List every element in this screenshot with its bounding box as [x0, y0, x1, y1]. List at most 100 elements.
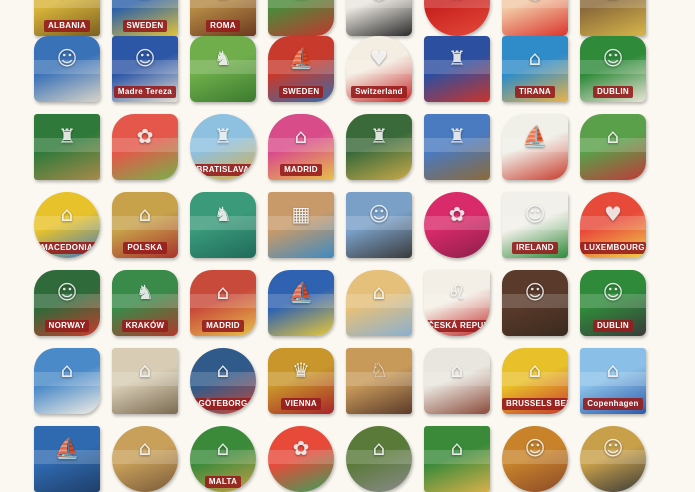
magnet-body: ♥ LUXEMBOURG [580, 192, 646, 258]
magnet-body: ⌂ MALTA [190, 426, 256, 492]
magnet-decoration [424, 0, 490, 9]
building-icon: ⌂ [138, 357, 152, 382]
magnet-body: ⌂ BRUSSELS BELGIUM [502, 348, 568, 414]
magnet-decoration [502, 137, 568, 153]
souvenir-magnet: ☺ [34, 36, 100, 102]
magnet-decoration [190, 0, 256, 9]
souvenir-magnet: ⌂ GÖTEBORG [190, 348, 256, 414]
dragon-icon: ♞ [214, 201, 232, 226]
souvenir-magnet: ♜ [268, 0, 334, 36]
magnet-label: MALTA [204, 476, 242, 488]
building-icon: ⌂ [138, 435, 152, 460]
magnet-decoration [502, 59, 568, 75]
ship-icon: ⛵ [522, 123, 548, 148]
figure-icon: ☺ [56, 279, 78, 304]
magnet-body: ♜ [424, 36, 490, 102]
souvenir-magnet: ✿ [268, 426, 334, 492]
magnet-decoration [190, 215, 256, 231]
souvenir-magnet: ⌂ MALTA [190, 426, 256, 492]
souvenir-magnet: ✿ [112, 114, 178, 180]
magnet-body: ☺ [502, 426, 568, 492]
heart-icon: ♥ [604, 201, 622, 226]
souvenir-magnet: ♞ [190, 192, 256, 258]
magnet-body: ☺ [580, 426, 646, 492]
magnet-body: ✿ [424, 0, 490, 36]
souvenir-magnet: ☺ [346, 192, 412, 258]
building-icon: ⌂ [528, 357, 542, 382]
souvenir-magnet: ♜ [346, 114, 412, 180]
magnet-decoration [268, 371, 334, 387]
magnet-body: ⌂ [424, 348, 490, 414]
magnet-label: Switzerland [351, 86, 407, 98]
magnet-decoration [580, 215, 646, 231]
magnet-decoration [346, 0, 412, 9]
castle-icon: ♜ [58, 123, 76, 148]
magnet-decoration [580, 293, 646, 309]
magnet-body: ✿ [268, 426, 334, 492]
magnet-body: ♞ KRAKÓW [112, 270, 178, 336]
portrait-icon: ☺ [134, 45, 156, 70]
magnet-decoration [112, 293, 178, 309]
magnet-decoration [112, 371, 178, 387]
magnet-label: MACEDONIA [36, 242, 98, 254]
figure-icon: ☺ [369, 0, 390, 2]
souvenir-magnet: ☺ [502, 270, 568, 336]
magnet-body: ♛ VIENNA [268, 348, 334, 414]
magnet-decoration [112, 59, 178, 75]
magnet-body: ⚑ ALBANIA [34, 0, 100, 36]
magnet-body: ⌂ [424, 426, 490, 492]
magnet-decoration [112, 137, 178, 153]
magnet-decoration [502, 371, 568, 387]
souvenir-magnet: ☺ [502, 0, 568, 36]
magnet-decoration [346, 137, 412, 153]
souvenir-magnet: ☺ NORWAY [34, 270, 100, 336]
ship-icon: ⛵ [288, 45, 314, 70]
souvenir-magnet: ♜ [424, 36, 490, 102]
souvenir-magnet: ⛵ [268, 270, 334, 336]
magnet-decoration [424, 371, 490, 387]
magnet-decoration [580, 0, 646, 9]
souvenir-magnet: ☺ [502, 426, 568, 492]
magnet-label: DUBLIN [592, 320, 634, 332]
magnet-decoration [268, 293, 334, 309]
souvenir-magnet: ☺ IRELAND [502, 192, 568, 258]
castle-icon: ♜ [214, 123, 232, 148]
magnet-body: ♞ [190, 36, 256, 102]
flower-icon: ✿ [448, 201, 466, 226]
magnet-decoration [268, 215, 334, 231]
flag-icon: ⚑ [58, 0, 76, 2]
souvenir-magnet: ♘ [346, 348, 412, 414]
souvenir-magnet: ♜ SWEDEN [112, 0, 178, 36]
crown-icon: ♛ [292, 357, 310, 382]
magnet-body: ☺ [346, 192, 412, 258]
magnet-decoration [346, 371, 412, 387]
magnet-decoration [424, 215, 490, 231]
souvenir-magnet: ☺ [580, 426, 646, 492]
magnet-body: ♞ [190, 192, 256, 258]
dragon-icon: ♞ [136, 279, 154, 304]
building-icon: ⌂ [372, 435, 386, 460]
building-icon: ⌂ [607, 0, 620, 2]
magnet-body: ⌂ [346, 270, 412, 336]
heart-icon: ♥ [370, 45, 388, 70]
souvenir-magnet: ⌂ [580, 114, 646, 180]
flower-icon: ✿ [292, 435, 310, 460]
magnet-decoration [190, 59, 256, 75]
souvenir-magnet: ♥ LUXEMBOURG [580, 192, 646, 258]
magnet-body: ⌂ MADRID [268, 114, 334, 180]
magnet-decoration [268, 0, 334, 9]
souvenir-magnet: ⛵ SWEDEN [268, 36, 334, 102]
magnet-body: ♜ SWEDEN [112, 0, 178, 36]
figure-icon: ☺ [525, 0, 546, 2]
ship-icon: ⛵ [54, 435, 80, 460]
figure-icon: ☺ [56, 45, 78, 70]
magnet-decoration [346, 215, 412, 231]
magnet-body: ⌂ [580, 0, 646, 36]
magnet-label: MADRID [202, 320, 244, 332]
figure-icon: ☺ [524, 435, 546, 460]
magnet-collection-grid: ⚑ ALBANIA ♜ SWEDEN ⌂ ROMA ♜ ☺ ✿ ☺ ⌂ ☺ ☺ Madre Tereza ♞… [34, 0, 646, 492]
building-icon: ⌂ [216, 357, 230, 382]
souvenir-magnet: ⛵ [34, 426, 100, 492]
horse-icon: ♘ [370, 357, 388, 382]
souvenir-magnet: ✿ [424, 192, 490, 258]
